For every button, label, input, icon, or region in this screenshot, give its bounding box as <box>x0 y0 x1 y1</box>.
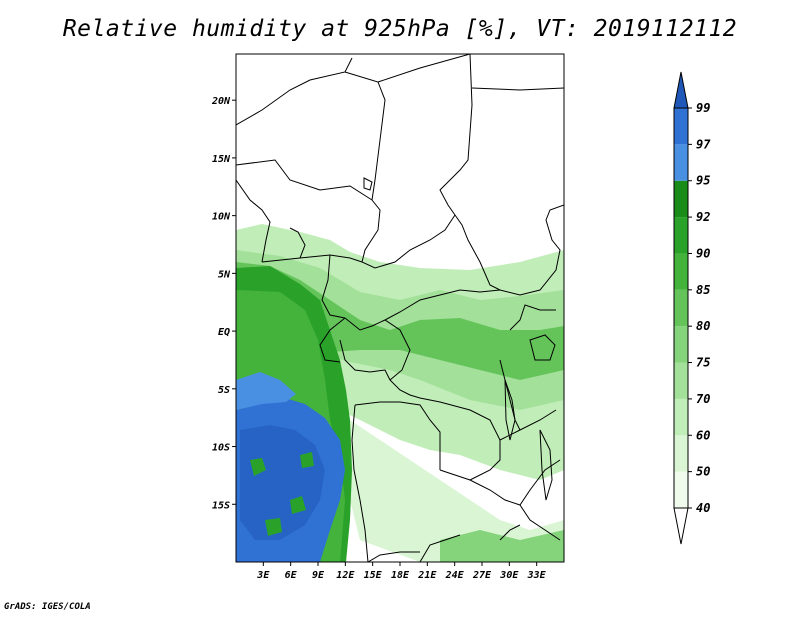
y-tick-label: 10S <box>212 443 230 454</box>
rh-region-south-light <box>350 420 564 562</box>
colorbar-top-triangle <box>673 71 689 109</box>
y-axis: 20N 15N 10N 5N EQ 5S 10S 15S <box>211 96 236 511</box>
lakes <box>363 177 556 501</box>
x-tick-label: 6E <box>285 570 298 581</box>
colorbar-segment <box>674 435 688 472</box>
y-tick-label: 20N <box>211 96 231 107</box>
colorbar-label: 97 <box>696 137 711 151</box>
colorbar-segment <box>674 144 688 181</box>
colorbar: 40 50 60 70 75 80 85 90 92 95 97 99 <box>673 71 711 545</box>
x-tick-label: 33E <box>527 570 547 581</box>
colorbar-bottom-triangle <box>673 507 689 545</box>
colorbar-segment <box>674 253 688 290</box>
y-tick-label: 15N <box>212 154 231 165</box>
colorbar-label: 40 <box>696 501 710 515</box>
x-tick-label: 30E <box>499 570 519 581</box>
chart-title: Relative humidity at 925hPa [%], VT: 201… <box>62 16 738 42</box>
rh-region-ocean-99 <box>240 425 325 540</box>
x-tick-label: 24E <box>445 570 465 581</box>
colorbar-label: 90 <box>696 246 710 260</box>
colorbar-segment <box>674 398 688 436</box>
x-tick-label: 18E <box>391 570 410 581</box>
x-axis: 3E 6E 9E 12E 15E 18E 21E 24E 27E 30E 33E <box>256 562 547 581</box>
x-tick-label: 12E <box>336 570 355 581</box>
colorbar-segment <box>674 108 688 145</box>
y-tick-label: 5N <box>218 269 231 280</box>
credit-label: GrADS: IGES/COLA <box>4 602 91 612</box>
x-tick-label: 15E <box>364 570 383 581</box>
y-tick-label: 15S <box>212 500 230 511</box>
colorbar-frame <box>673 107 689 509</box>
rh-region-se-green <box>440 530 564 562</box>
x-tick-label: 27E <box>472 570 492 581</box>
colorbar-label: 50 <box>696 465 710 479</box>
colorbar-label: 80 <box>696 319 710 333</box>
colorbar-segment <box>674 471 688 508</box>
colorbar-label: 60 <box>696 428 710 442</box>
colorbar-label: 99 <box>696 101 710 115</box>
rh-region-ocean-95 <box>236 372 296 410</box>
colorbar-segment <box>674 289 688 327</box>
y-tick-label: 5S <box>218 385 230 396</box>
colorbar-label: 92 <box>696 210 710 224</box>
colorbar-label: 70 <box>696 392 710 406</box>
country-borders <box>236 54 564 562</box>
y-tick-label: EQ <box>218 327 230 338</box>
y-tick-label: 10N <box>212 212 231 223</box>
colorbar-segment <box>674 326 688 363</box>
x-tick-label: 3E <box>256 570 270 581</box>
colorbar-segment <box>674 180 688 218</box>
colorbar-label: 75 <box>696 356 710 370</box>
x-tick-label: 21E <box>417 570 437 581</box>
map-panel <box>236 54 564 562</box>
x-tick-label: 9E <box>312 570 325 581</box>
colorbar-label: 85 <box>696 283 710 297</box>
colorbar-segment <box>674 362 688 399</box>
colorbar-label: 95 <box>696 174 710 188</box>
rh-region-ocean-green-patches <box>250 452 314 536</box>
colorbar-segment <box>674 217 688 254</box>
